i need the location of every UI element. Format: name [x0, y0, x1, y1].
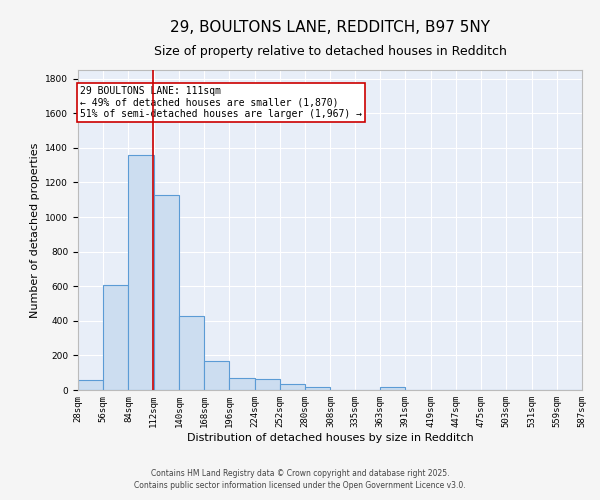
Bar	[380, 388, 405, 390]
Bar	[154, 194, 179, 390]
Bar	[229, 378, 255, 390]
Bar	[179, 316, 204, 390]
Bar	[280, 384, 305, 390]
Bar	[204, 360, 229, 390]
Y-axis label: Number of detached properties: Number of detached properties	[30, 142, 40, 318]
Text: Size of property relative to detached houses in Redditch: Size of property relative to detached ho…	[154, 45, 506, 58]
Text: Contains public sector information licensed under the Open Government Licence v3: Contains public sector information licen…	[134, 481, 466, 490]
Bar	[255, 379, 280, 390]
Bar	[305, 388, 331, 390]
X-axis label: Distribution of detached houses by size in Redditch: Distribution of detached houses by size …	[187, 432, 473, 442]
Bar	[78, 380, 103, 390]
Text: Contains HM Land Registry data © Crown copyright and database right 2025.: Contains HM Land Registry data © Crown c…	[151, 468, 449, 477]
Bar	[128, 155, 154, 390]
Text: 29 BOULTONS LANE: 111sqm
← 49% of detached houses are smaller (1,870)
51% of sem: 29 BOULTONS LANE: 111sqm ← 49% of detach…	[80, 86, 362, 119]
Text: 29, BOULTONS LANE, REDDITCH, B97 5NY: 29, BOULTONS LANE, REDDITCH, B97 5NY	[170, 20, 490, 35]
Bar	[103, 286, 128, 390]
